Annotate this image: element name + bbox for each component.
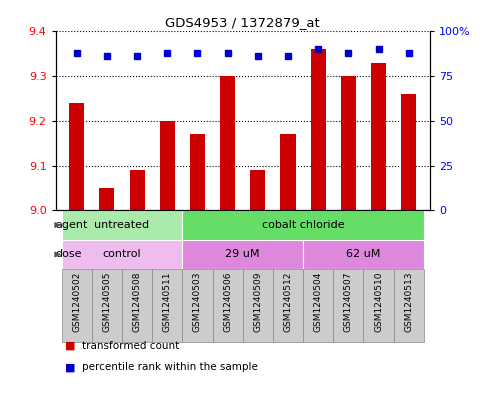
Bar [243,269,273,342]
Text: transformed count: transformed count [82,341,179,351]
Text: cobalt chloride: cobalt chloride [262,220,344,230]
Bar [341,76,356,210]
Title: GDS4953 / 1372879_at: GDS4953 / 1372879_at [165,16,320,29]
Text: GSM1240510: GSM1240510 [374,272,383,332]
Bar [62,269,92,342]
Text: GSM1240511: GSM1240511 [163,272,172,332]
Bar [62,240,183,269]
Bar [122,269,152,342]
Bar [183,240,303,269]
Bar [364,269,394,342]
Text: GSM1240509: GSM1240509 [253,272,262,332]
Bar [129,170,144,210]
Bar [152,269,183,342]
Text: untreated: untreated [94,220,150,230]
Bar [303,269,333,342]
Text: ■: ■ [65,341,76,351]
Text: dose: dose [56,250,82,259]
Text: GSM1240502: GSM1240502 [72,272,81,332]
Bar [250,170,265,210]
Bar [62,210,183,240]
Bar [183,269,213,342]
Bar [99,188,114,210]
Bar [333,269,364,342]
Text: control: control [103,250,141,259]
Text: GSM1240506: GSM1240506 [223,272,232,332]
Text: percentile rank within the sample: percentile rank within the sample [82,362,258,373]
Bar [394,269,424,342]
Bar [311,49,326,210]
Bar [371,63,386,210]
Bar [273,269,303,342]
Bar [183,210,424,240]
Text: GSM1240503: GSM1240503 [193,272,202,332]
Bar [220,76,235,210]
Bar [213,269,243,342]
Bar [190,134,205,210]
Text: GSM1240505: GSM1240505 [102,272,112,332]
Text: 62 uM: 62 uM [346,250,381,259]
Bar [303,240,424,269]
Text: GSM1240508: GSM1240508 [132,272,142,332]
Text: agent: agent [56,220,88,230]
Bar [160,121,175,210]
Bar [281,134,296,210]
Bar [401,94,416,210]
Text: GSM1240507: GSM1240507 [344,272,353,332]
Text: GSM1240513: GSM1240513 [404,272,413,332]
Text: ■: ■ [65,362,76,373]
Text: GSM1240512: GSM1240512 [284,272,293,332]
Text: GSM1240504: GSM1240504 [313,272,323,332]
Bar [69,103,84,210]
Bar [92,269,122,342]
Text: 29 uM: 29 uM [226,250,260,259]
